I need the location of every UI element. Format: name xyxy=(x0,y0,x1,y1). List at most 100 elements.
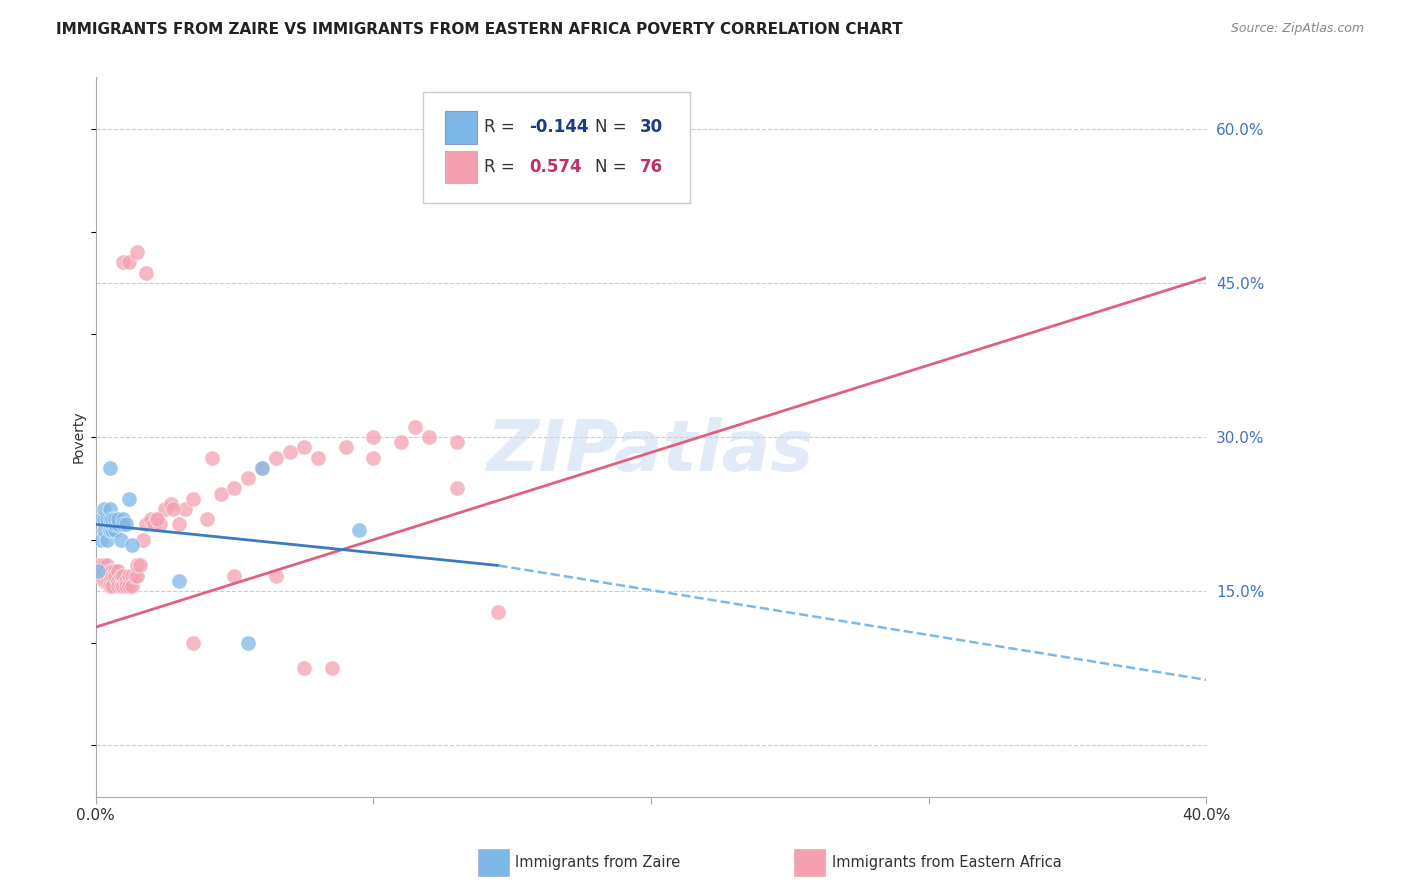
Point xyxy=(124,568,146,582)
Point xyxy=(278,445,301,459)
Point xyxy=(112,517,135,532)
Point xyxy=(446,482,468,496)
Point xyxy=(143,517,166,532)
Point xyxy=(167,517,190,532)
Text: 0.574: 0.574 xyxy=(529,159,582,177)
Point xyxy=(107,517,129,532)
Point xyxy=(224,482,246,496)
Text: R =: R = xyxy=(484,159,520,177)
Point xyxy=(98,461,121,475)
Point xyxy=(90,558,112,573)
Point xyxy=(238,635,260,649)
Text: Immigrants from Zaire: Immigrants from Zaire xyxy=(515,855,681,870)
Point xyxy=(93,512,115,526)
Point xyxy=(104,517,127,532)
Point xyxy=(264,450,287,465)
Point xyxy=(107,564,129,578)
Point xyxy=(292,661,315,675)
Point xyxy=(101,517,124,532)
Point xyxy=(98,574,121,588)
Point xyxy=(101,579,124,593)
Point xyxy=(363,450,385,465)
Point xyxy=(104,568,127,582)
Point xyxy=(93,558,115,573)
Point xyxy=(135,517,157,532)
Point xyxy=(98,523,121,537)
Point xyxy=(96,533,118,547)
Point xyxy=(363,430,385,444)
Point xyxy=(112,579,135,593)
Point xyxy=(127,568,149,582)
Point xyxy=(96,512,118,526)
Point xyxy=(127,245,149,260)
Point xyxy=(90,568,112,582)
Point xyxy=(335,440,357,454)
Point xyxy=(224,568,246,582)
Text: ZIPatlas: ZIPatlas xyxy=(488,417,814,486)
Point xyxy=(181,635,204,649)
Point xyxy=(201,450,224,465)
Point xyxy=(87,558,110,573)
Point xyxy=(110,533,132,547)
Point xyxy=(121,579,143,593)
Point xyxy=(107,512,129,526)
Point xyxy=(307,450,329,465)
Point xyxy=(87,564,110,578)
Point xyxy=(141,512,163,526)
Point xyxy=(132,533,155,547)
Point xyxy=(98,502,121,516)
Point xyxy=(159,497,181,511)
Point xyxy=(404,419,426,434)
Y-axis label: Poverty: Poverty xyxy=(72,410,86,463)
Point xyxy=(90,533,112,547)
Text: Source: ZipAtlas.com: Source: ZipAtlas.com xyxy=(1230,22,1364,36)
Point xyxy=(110,568,132,582)
Text: N =: N = xyxy=(595,118,633,136)
Point xyxy=(96,558,118,573)
Point xyxy=(264,568,287,582)
Point xyxy=(87,564,110,578)
Point xyxy=(148,517,170,532)
Text: 76: 76 xyxy=(640,159,664,177)
Point xyxy=(129,558,152,573)
Text: R =: R = xyxy=(484,118,520,136)
Point xyxy=(112,568,135,582)
Point xyxy=(118,579,141,593)
Point xyxy=(418,430,440,444)
Point xyxy=(446,435,468,450)
Point xyxy=(112,512,135,526)
Point xyxy=(98,512,121,526)
Point xyxy=(104,564,127,578)
Point xyxy=(98,579,121,593)
Point xyxy=(127,558,149,573)
Text: -0.144: -0.144 xyxy=(529,118,588,136)
Point xyxy=(486,605,509,619)
Point xyxy=(96,574,118,588)
Point xyxy=(118,568,141,582)
Point xyxy=(181,491,204,506)
Point xyxy=(93,564,115,578)
Point xyxy=(115,574,138,588)
Point xyxy=(93,574,115,588)
Point xyxy=(90,512,112,526)
Point xyxy=(101,523,124,537)
Point xyxy=(112,255,135,269)
Point xyxy=(349,523,371,537)
Point xyxy=(104,523,127,537)
Point xyxy=(321,661,343,675)
Point xyxy=(292,440,315,454)
Point xyxy=(115,579,138,593)
FancyBboxPatch shape xyxy=(423,92,690,203)
Point xyxy=(93,523,115,537)
Point xyxy=(145,512,167,526)
Point xyxy=(121,568,143,582)
FancyBboxPatch shape xyxy=(446,151,477,183)
Point xyxy=(252,461,274,475)
Point xyxy=(98,564,121,578)
Point xyxy=(104,512,127,526)
Point xyxy=(101,568,124,582)
Point xyxy=(93,502,115,516)
Point xyxy=(252,461,274,475)
Point xyxy=(238,471,260,485)
FancyBboxPatch shape xyxy=(446,112,477,144)
